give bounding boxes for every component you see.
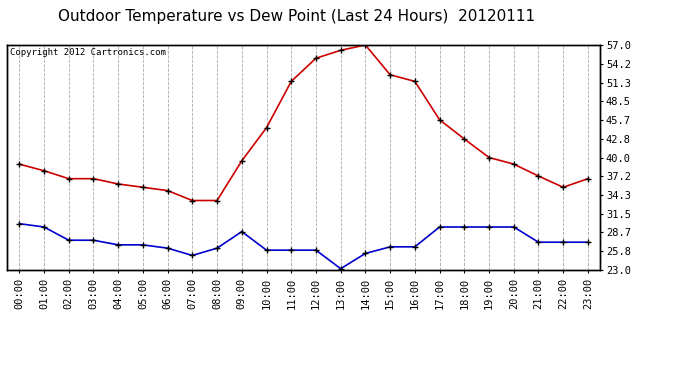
Text: Copyright 2012 Cartronics.com: Copyright 2012 Cartronics.com xyxy=(10,48,166,57)
Text: Outdoor Temperature vs Dew Point (Last 24 Hours)  20120111: Outdoor Temperature vs Dew Point (Last 2… xyxy=(58,9,535,24)
